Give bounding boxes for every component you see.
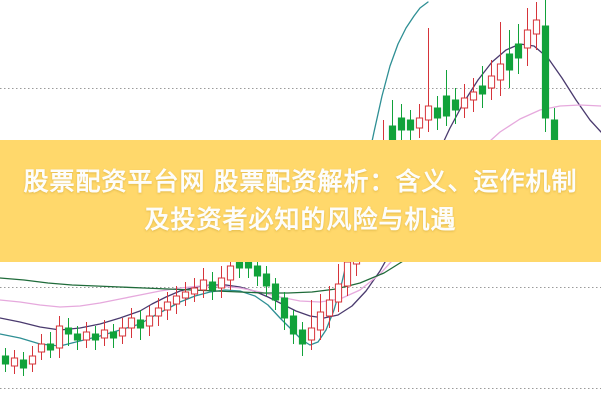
banner-title-line-1: 股票配资平台网 股票配资解析：含义、运作机制 [23, 168, 578, 196]
banner-title-line-2: 及投资者必知的风险与机遇 [144, 206, 457, 234]
title-banner: 股票配资平台网 股票配资解析：含义、运作机制 及投资者必知的风险与机遇 [0, 140, 601, 262]
